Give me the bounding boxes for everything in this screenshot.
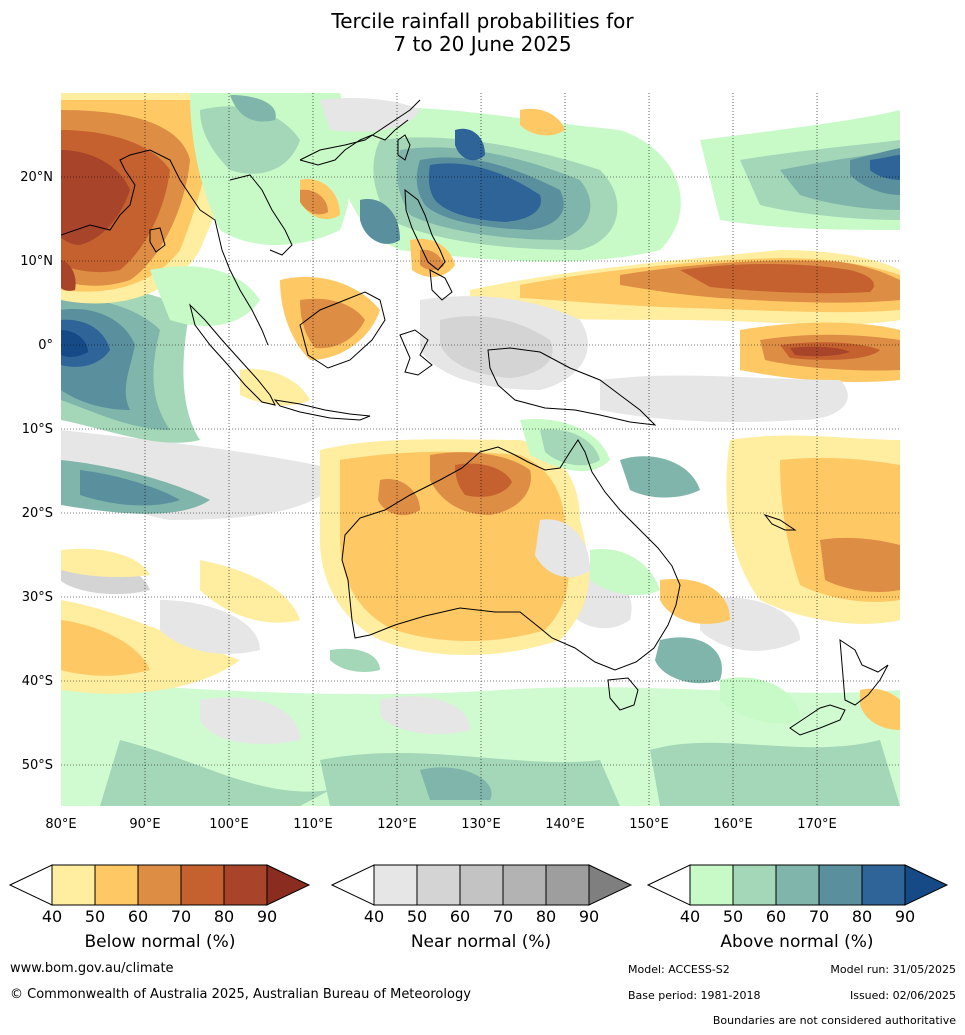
colorbar-segment (502, 864, 547, 906)
colorbar-extend-low (646, 864, 691, 906)
legend-label-near: Near normal (%) (410, 932, 552, 952)
colorbar-segment (373, 864, 418, 906)
lon-label: 120°E (377, 817, 417, 832)
map-title: Tercile rainfall probabilities for 7 to … (0, 10, 965, 56)
copyright-text: © Commonwealth of Australia 2025, Austra… (10, 987, 471, 1002)
colorbar-near-normal: 40 50 60 70 80 90 (330, 864, 633, 926)
colorbar-extend-low (8, 864, 53, 906)
disclaimer-text: Boundaries are not considered authoritat… (712, 1014, 956, 1027)
lat-label: 10°N (20, 254, 53, 269)
colorbar-segment (545, 864, 590, 906)
colorbar-extend-high (266, 864, 311, 906)
lon-label: 110°E (293, 817, 333, 832)
colorbar-extend-high (904, 864, 949, 906)
lat-label: 50°S (22, 758, 53, 773)
colorbar-below-normal: 40 50 60 70 80 90 (8, 864, 311, 926)
model-text: Model: ACCESS-S2 (628, 963, 730, 976)
colorbar-tick-label: 70 (493, 907, 513, 926)
lat-label: 20°N (20, 170, 53, 185)
colorbar-tick-label: 70 (809, 907, 829, 926)
issued-text: Issued: 02/06/2025 (849, 989, 956, 1002)
colorbar-segment (51, 864, 96, 906)
colorbar-tick-label: 60 (128, 907, 148, 926)
colorbar-tick-label: 80 (852, 907, 872, 926)
lon-label: 130°E (461, 817, 501, 832)
graticule (61, 93, 900, 806)
colorbar-segment (732, 864, 777, 906)
lat-axis-labels: 20°N 10°N 0° 10°S 20°S 30°S 40°S 50°S (20, 170, 53, 773)
colorbar-extend-high (588, 864, 633, 906)
colorbar-extend-low (330, 864, 375, 906)
colorbar-above-normal: 40 50 60 70 80 90 (646, 864, 949, 926)
colorbar-segment (94, 864, 139, 906)
colorbar-tick-label: 60 (450, 907, 470, 926)
colorbar-tick-label: 50 (723, 907, 743, 926)
colorbar-tick-label: 90 (579, 907, 599, 926)
colorbar-segment (137, 864, 182, 906)
lat-label: 40°S (22, 674, 53, 689)
lat-label: 10°S (22, 422, 53, 437)
lon-label: 90°E (129, 817, 160, 832)
lon-label: 150°E (629, 817, 669, 832)
lat-label: 20°S (22, 506, 53, 521)
legend-label-above: Above normal (%) (720, 932, 874, 952)
colorbar-segment (459, 864, 504, 906)
colorbar-tick-label: 90 (257, 907, 277, 926)
colorbar-tick-label: 40 (680, 907, 700, 926)
lon-label: 80°E (45, 817, 76, 832)
colorbar-tick-label: 70 (171, 907, 191, 926)
title-line-2: 7 to 20 June 2025 (393, 32, 572, 56)
colorbar-segment (861, 864, 906, 906)
lon-label: 160°E (713, 817, 753, 832)
lat-label: 0° (38, 338, 53, 353)
base-period-text: Base period: 1981-2018 (628, 989, 761, 1002)
colorbar-tick-label: 80 (214, 907, 234, 926)
colorbar-tick-label: 80 (536, 907, 556, 926)
lat-label: 30°S (22, 590, 53, 605)
colorbar-segment (416, 864, 461, 906)
probability-fields (61, 93, 900, 806)
colorbar-segment (223, 864, 268, 906)
lon-label: 170°E (797, 817, 837, 832)
lon-label: 100°E (209, 817, 249, 832)
website-link[interactable]: www.bom.gov.au/climate (10, 961, 174, 976)
colorbar-segment (180, 864, 225, 906)
colorbar-tick-label: 40 (364, 907, 384, 926)
colorbar-tick-label: 90 (895, 907, 915, 926)
colorbar-tick-label: 40 (42, 907, 62, 926)
title-line-1: Tercile rainfall probabilities for (331, 9, 634, 33)
lon-axis-labels: 80°E 90°E 100°E 110°E 120°E 130°E 140°E … (45, 817, 836, 832)
lon-label: 140°E (545, 817, 585, 832)
colorbar-tick-label: 50 (407, 907, 427, 926)
colorbar-segment (818, 864, 863, 906)
map-plot-area (61, 93, 900, 806)
legend-label-below: Below normal (%) (84, 932, 236, 952)
colorbar-segment (775, 864, 820, 906)
colorbar-tick-label: 60 (766, 907, 786, 926)
model-run-text: Model run: 31/05/2025 (830, 963, 956, 976)
colorbar-tick-label: 50 (85, 907, 105, 926)
coastlines (61, 99, 889, 736)
colorbar-segment (689, 864, 734, 906)
